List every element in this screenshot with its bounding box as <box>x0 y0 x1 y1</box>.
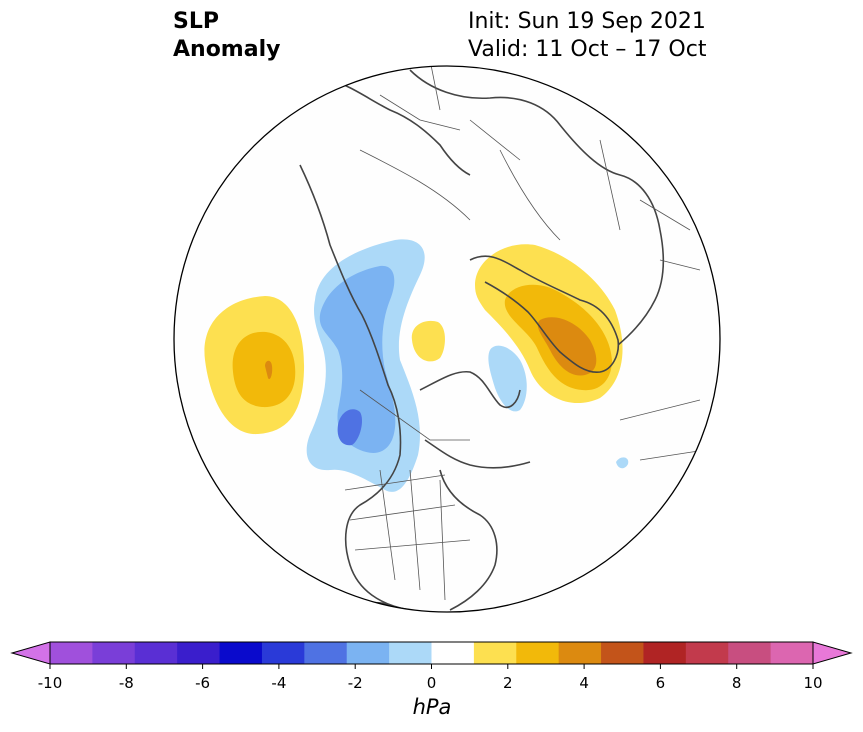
colorbar-extend-min <box>10 641 51 665</box>
colorbar-bin <box>92 642 136 664</box>
colorbar-bin <box>643 642 687 664</box>
colorbar-tick-label: -4 <box>271 674 287 692</box>
colorbar-bin <box>219 642 263 664</box>
colorbar-tick-label: -6 <box>195 674 211 692</box>
colorbar-tick-label: -10 <box>37 674 63 692</box>
colorbar-tick-label: 2 <box>503 674 513 692</box>
title-variable-line2: Anomaly <box>173 37 281 62</box>
map-background <box>174 66 720 612</box>
colorbar-bin <box>516 642 560 664</box>
colorbar-tick-label: -8 <box>118 674 134 692</box>
colorbar-bin <box>685 642 729 664</box>
colorbar-bin <box>558 642 602 664</box>
colorbar-bin <box>346 642 390 664</box>
colorbar <box>10 641 853 669</box>
colorbar-bin <box>770 642 814 664</box>
colorbar-bin <box>177 642 221 664</box>
forecast-dates: Init: Sun 19 Sep 2021 Valid: 11 Oct – 17… <box>468 8 706 64</box>
colorbar-bin <box>50 642 93 664</box>
anomaly-arctic-high <box>411 320 445 362</box>
colorbar-bin <box>601 642 644 664</box>
coastlines <box>299 69 665 611</box>
valid-range: Valid: 11 Oct – 17 Oct <box>468 37 707 62</box>
map-boundary <box>173 65 721 613</box>
country-borders <box>344 66 706 601</box>
colorbar-bin <box>134 642 178 664</box>
colorbar-unit-label: hPa <box>412 695 452 719</box>
colorbar-tick-label: -2 <box>347 674 363 692</box>
colorbar-bin <box>389 642 432 664</box>
colorbar-bin <box>304 642 348 664</box>
colorbar-tick-label: 0 <box>426 674 437 692</box>
anomaly-alaska-trough <box>306 239 425 492</box>
colorbar-bin <box>473 642 517 664</box>
anomaly-atlantic-low <box>616 457 629 469</box>
anomaly-north-pacific-high <box>204 296 305 435</box>
colorbar-bin <box>261 642 305 664</box>
colorbar-tick-label: 10 <box>803 674 823 692</box>
colorbar-bins <box>10 641 853 669</box>
anomaly-europe-high <box>475 244 623 404</box>
colorbar-tick-label: 4 <box>579 674 589 692</box>
title-variable-line1: SLP <box>173 9 219 34</box>
colorbar-bin <box>431 642 475 664</box>
colorbar-tick-label: 6 <box>655 674 666 692</box>
colorbar-tick-label: 8 <box>731 674 742 692</box>
polar-map <box>173 65 721 613</box>
colorbar-extend-max <box>812 641 853 665</box>
colorbar-bin <box>728 642 772 664</box>
init-date: Init: Sun 19 Sep 2021 <box>468 9 706 34</box>
map-title: SLP Anomaly <box>173 8 280 64</box>
anomaly-greenland-low <box>488 345 527 412</box>
